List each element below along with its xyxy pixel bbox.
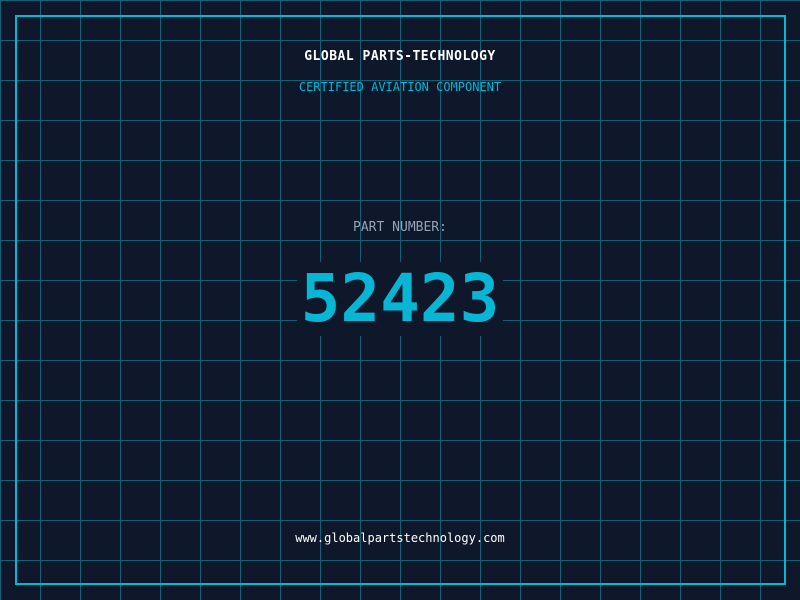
part-number-container: 52423: [0, 262, 800, 336]
company-title: GLOBAL PARTS-TECHNOLOGY: [304, 49, 496, 64]
website-url: www.globalpartstechnology.com: [295, 531, 505, 545]
part-number-label: PART NUMBER:: [353, 220, 447, 235]
part-number-value: 52423: [296, 262, 504, 336]
certification-subtitle: CERTIFIED AVIATION COMPONENT: [298, 80, 502, 94]
border-frame: [15, 15, 786, 585]
